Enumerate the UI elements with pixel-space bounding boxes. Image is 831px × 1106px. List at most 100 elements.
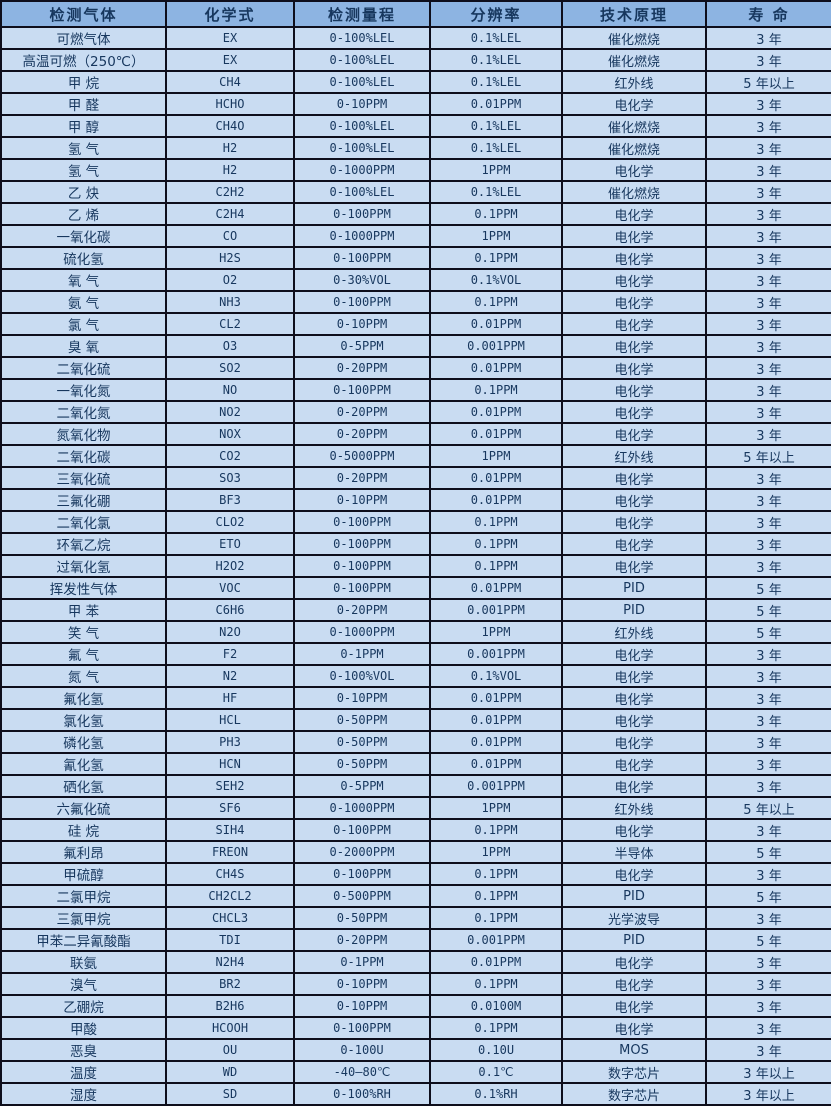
cell-technology: 电化学 xyxy=(561,466,707,490)
cell-technology: 电化学 xyxy=(561,686,707,710)
table-row: 甲 烷 CH4 0-100%LEL 0.1%LEL 红外线 5 年以上 xyxy=(0,70,831,94)
cell-detection-range: 0-20PPM xyxy=(293,400,431,424)
cell-resolution: 0.01PPM xyxy=(429,356,563,380)
cell-gas-name: 氟利昂 xyxy=(0,840,167,864)
table-row: 氯 气 CL2 0-10PPM 0.01PPM 电化学 3 年 xyxy=(0,312,831,336)
cell-chemical-formula: SF6 xyxy=(165,796,295,820)
cell-resolution: 0.01PPM xyxy=(429,950,563,974)
column-header-gas-name: 检测气体 xyxy=(0,0,167,28)
cell-chemical-formula: FREON xyxy=(165,840,295,864)
cell-technology: 电化学 xyxy=(561,642,707,666)
cell-technology: PID xyxy=(561,598,707,622)
cell-lifespan: 3 年 xyxy=(705,246,831,270)
cell-detection-range: 0-100PPM xyxy=(293,378,431,402)
table-row: 三氧化硫 SO3 0-20PPM 0.01PPM 电化学 3 年 xyxy=(0,466,831,490)
table-row: 湿度 SD 0-100%RH 0.1%RH 数字芯片 3 年以上 xyxy=(0,1082,831,1106)
cell-chemical-formula: WD xyxy=(165,1060,295,1084)
column-header-resolution: 分辨率 xyxy=(429,0,563,28)
cell-resolution: 0.1PPM xyxy=(429,818,563,842)
cell-detection-range: 0-10PPM xyxy=(293,312,431,336)
cell-detection-range: 0-1000PPM xyxy=(293,158,431,182)
cell-technology: 电化学 xyxy=(561,818,707,842)
cell-technology: 电化学 xyxy=(561,246,707,270)
cell-resolution: 0.01PPM xyxy=(429,400,563,424)
cell-resolution: 0.01PPM xyxy=(429,466,563,490)
cell-gas-name: 氯化氢 xyxy=(0,708,167,732)
cell-chemical-formula: HCOOH xyxy=(165,1016,295,1040)
cell-lifespan: 3 年 xyxy=(705,290,831,314)
table-row: 高温可燃（250℃） EX 0-100%LEL 0.1%LEL 催化燃烧 3 年 xyxy=(0,48,831,72)
cell-lifespan: 5 年 xyxy=(705,620,831,644)
cell-detection-range: 0-100PPM xyxy=(293,818,431,842)
cell-detection-range: 0-50PPM xyxy=(293,708,431,732)
cell-lifespan: 3 年 xyxy=(705,862,831,886)
cell-technology: 电化学 xyxy=(561,1016,707,1040)
table-row: 可燃气体 EX 0-100%LEL 0.1%LEL 催化燃烧 3 年 xyxy=(0,26,831,50)
cell-resolution: 0.1%LEL xyxy=(429,70,563,94)
cell-chemical-formula: SIH4 xyxy=(165,818,295,842)
cell-resolution: 1PPM xyxy=(429,224,563,248)
cell-detection-range: 0-20PPM xyxy=(293,422,431,446)
cell-chemical-formula: SO2 xyxy=(165,356,295,380)
cell-technology: 电化学 xyxy=(561,400,707,424)
cell-resolution: 1PPM xyxy=(429,158,563,182)
table-row: 六氟化硫 SF6 0-1000PPM 1PPM 红外线 5 年以上 xyxy=(0,796,831,820)
column-header-lifespan: 寿 命 xyxy=(705,0,831,28)
cell-lifespan: 3 年 xyxy=(705,510,831,534)
cell-technology: 电化学 xyxy=(561,972,707,996)
cell-gas-name: 甲硫醇 xyxy=(0,862,167,886)
cell-resolution: 0.1PPM xyxy=(429,554,563,578)
cell-technology: 半导体 xyxy=(561,840,707,864)
cell-chemical-formula: CH4S xyxy=(165,862,295,886)
cell-gas-name: 氨 气 xyxy=(0,290,167,314)
cell-detection-range: 0-5000PPM xyxy=(293,444,431,468)
cell-detection-range: 0-1PPM xyxy=(293,642,431,666)
table-row: 一氧化氮 NO 0-100PPM 0.1PPM 电化学 3 年 xyxy=(0,378,831,402)
cell-technology: 电化学 xyxy=(561,334,707,358)
cell-gas-name: 氟化氢 xyxy=(0,686,167,710)
cell-technology: 电化学 xyxy=(561,488,707,512)
cell-resolution: 0.001PPM xyxy=(429,334,563,358)
cell-resolution: 0.1PPM xyxy=(429,202,563,226)
cell-detection-range: 0-5PPM xyxy=(293,774,431,798)
cell-gas-name: 磷化氢 xyxy=(0,730,167,754)
cell-chemical-formula: CH4 xyxy=(165,70,295,94)
cell-chemical-formula: CH4O xyxy=(165,114,295,138)
table-row: 氨 气 NH3 0-100PPM 0.1PPM 电化学 3 年 xyxy=(0,290,831,314)
cell-detection-range: 0-30%VOL xyxy=(293,268,431,292)
cell-detection-range: 0-100PPM xyxy=(293,554,431,578)
cell-resolution: 0.001PPM xyxy=(429,774,563,798)
cell-technology: 电化学 xyxy=(561,378,707,402)
cell-chemical-formula: NO xyxy=(165,378,295,402)
table-row: 挥发性气体 VOC 0-100PPM 0.01PPM PID 5 年 xyxy=(0,576,831,600)
table-row: 甲苯二异氰酸酯 TDI 0-20PPM 0.001PPM PID 5 年 xyxy=(0,928,831,952)
cell-detection-range: 0-100%LEL xyxy=(293,70,431,94)
cell-technology: MOS xyxy=(561,1038,707,1062)
table-row: 甲 醇 CH4O 0-100%LEL 0.1%LEL 催化燃烧 3 年 xyxy=(0,114,831,138)
cell-resolution: 0.1%VOL xyxy=(429,268,563,292)
cell-detection-range: 0-100PPM xyxy=(293,532,431,556)
cell-lifespan: 3 年 xyxy=(705,774,831,798)
cell-resolution: 0.10U xyxy=(429,1038,563,1062)
cell-detection-range: 0-10PPM xyxy=(293,92,431,116)
table-header: 检测气体 化学式 检测量程 分辨率 技术原理 寿 命 xyxy=(0,0,831,28)
cell-chemical-formula: N2 xyxy=(165,664,295,688)
cell-resolution: 0.01PPM xyxy=(429,576,563,600)
cell-chemical-formula: SO3 xyxy=(165,466,295,490)
cell-technology: 电化学 xyxy=(561,202,707,226)
cell-resolution: 0.1%LEL xyxy=(429,48,563,72)
cell-technology: 电化学 xyxy=(561,554,707,578)
cell-technology: 电化学 xyxy=(561,92,707,116)
cell-lifespan: 3 年 xyxy=(705,466,831,490)
cell-resolution: 0.1%RH xyxy=(429,1082,563,1106)
table-row: 二氧化硫 SO2 0-20PPM 0.01PPM 电化学 3 年 xyxy=(0,356,831,380)
cell-resolution: 0.0100M xyxy=(429,994,563,1018)
cell-lifespan: 3 年 xyxy=(705,136,831,160)
cell-technology: 电化学 xyxy=(561,158,707,182)
cell-technology: 电化学 xyxy=(561,268,707,292)
cell-lifespan: 3 年 xyxy=(705,972,831,996)
cell-detection-range: 0-100PPM xyxy=(293,290,431,314)
table-row: 一氧化碳 CO 0-1000PPM 1PPM 电化学 3 年 xyxy=(0,224,831,248)
cell-chemical-formula: CL2 xyxy=(165,312,295,336)
